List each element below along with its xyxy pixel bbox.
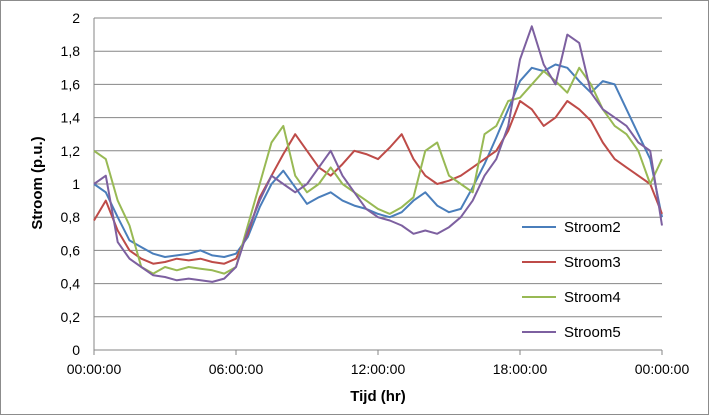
y-tick-label: 1,2	[61, 143, 81, 159]
series-line-stroom4	[93, 66, 663, 275]
x-tick-label: 06:00:00	[209, 361, 264, 377]
y-tick-label: 2	[72, 10, 80, 26]
series-line-stroom2	[93, 63, 663, 258]
x-tick-label: 18:00:00	[493, 361, 548, 377]
series-line-stroom3	[93, 100, 663, 265]
legend: Stroom2 Stroom3 Stroom4 Stroom5	[522, 219, 621, 341]
y-tick-label: 0	[72, 342, 80, 358]
legend-label-stroom5: Stroom5	[564, 324, 621, 341]
y-tick-label: 0,4	[61, 276, 81, 292]
y-tick-labels: 0 0,2 0,4 0,6 0,8 1 1,2 1,4 1,6 1,8 2	[61, 10, 81, 358]
y-tick-label: 1,6	[61, 76, 81, 92]
series-lines	[93, 25, 663, 283]
y-tick-label: 0,2	[61, 309, 81, 325]
x-tick-label: 00:00:00	[67, 361, 122, 377]
legend-label-stroom4: Stroom4	[564, 289, 621, 306]
y-tick-label: 1,8	[61, 43, 81, 59]
x-tick-label: 00:00:00	[635, 361, 690, 377]
y-tick-label: 1,4	[61, 110, 81, 126]
gridlines	[94, 17, 662, 318]
y-axis-title: Stroom (p.u.)	[29, 136, 46, 229]
series-line-stroom5	[93, 25, 663, 283]
y-tick-label: 1	[72, 176, 80, 192]
y-tick-label: 0,6	[61, 242, 81, 258]
legend-label-stroom3: Stroom3	[564, 254, 621, 271]
x-tick-labels: 00:00:00 06:00:00 12:00:00 18:00:00 00:00:00	[67, 361, 690, 377]
legend-label-stroom2: Stroom2	[564, 219, 621, 236]
y-tick-label: 0,8	[61, 209, 81, 225]
x-tick-label: 12:00:00	[351, 361, 406, 377]
x-axis-title: Tijd (hr)	[350, 388, 406, 405]
